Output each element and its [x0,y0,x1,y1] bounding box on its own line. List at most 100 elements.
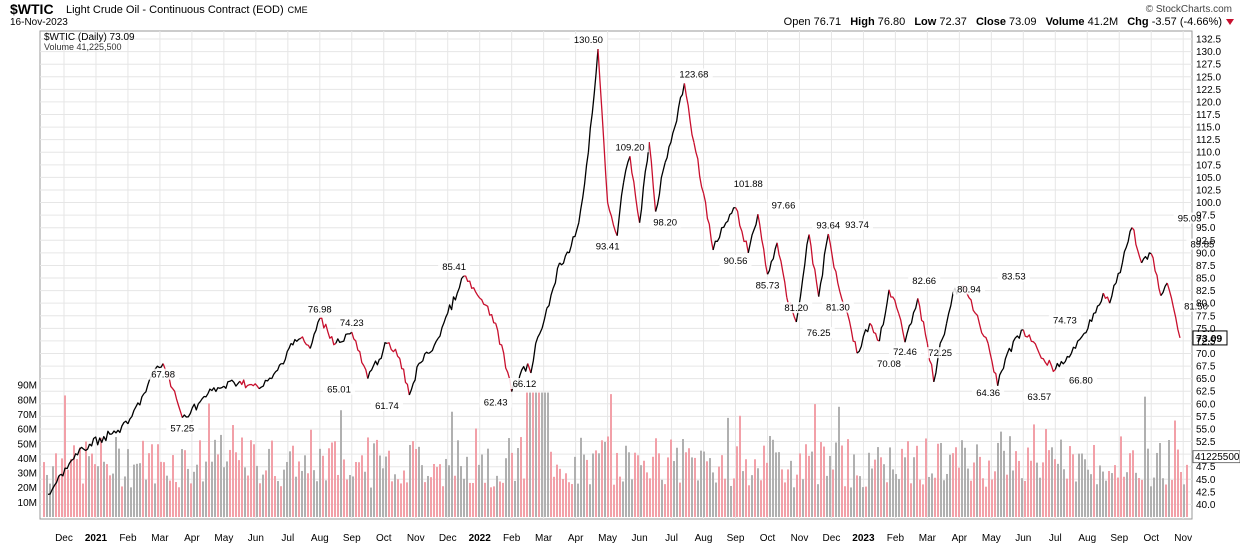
volume-bar [187,468,189,517]
volume-bar [436,466,438,517]
time-tick-label: Nov [407,533,425,544]
volume-bar [640,465,642,517]
price-segment [776,242,788,298]
volume-bar [223,467,225,517]
volume-bar [49,483,51,517]
volume-bar [454,475,456,517]
volume-bar [169,480,171,517]
time-tick-label: Aug [695,533,713,544]
price-segment [888,289,900,314]
volume-bars [43,392,1188,517]
price-tick-label: 55.0 [1196,424,1216,435]
volume-bar [160,461,162,517]
volume-bar [655,438,657,517]
volume-bar [805,444,807,517]
volume-bar [562,479,564,517]
volume-bar [727,417,729,517]
volume-bar [571,484,573,517]
volume-bar [613,484,615,517]
volume-tick-label: 60M [18,425,37,436]
volume-bar [835,442,837,517]
volume-bar [1132,450,1134,517]
price-segment [878,289,890,342]
price-segment [1141,252,1152,264]
price-segment [1172,308,1181,339]
volume-bar [838,406,840,517]
time-axis: Dec 2021 Feb Mar Apr May Jun Jul Aug Sep Oct Nov Dec… [55,533,1192,544]
volume-bar [631,479,633,517]
volume-tick-label: 10M [18,498,37,509]
price-annotation: 85.41 [442,262,466,273]
price-tick-label: 120.0 [1196,97,1221,108]
volume-bar [157,444,159,517]
volume-bar [409,444,411,517]
price-tick-label: 105.0 [1196,173,1221,184]
volume-bar [340,410,342,517]
volume-bar [406,482,408,517]
volume-bar [466,456,468,517]
price-annotation: 61.74 [375,401,399,412]
price-tick-label: 117.5 [1196,110,1221,121]
annotation-bg [1048,314,1081,326]
volume-bar [688,448,690,517]
price-segment [622,156,631,183]
time-tick-label: Oct [760,533,776,544]
price-annotation: 76.98 [308,304,332,315]
time-tick-label: Apr [184,533,200,544]
time-tick-label: Feb [887,533,905,544]
price-annotation: 82.66 [912,276,936,287]
volume-bar [1102,471,1104,517]
volume-bar [997,442,999,517]
volume-bar [994,471,996,517]
price-tick-label: 85.0 [1196,274,1216,285]
volume-bar [244,467,246,517]
price-segment [1121,227,1133,264]
volume-bar [112,473,114,517]
symbol: $WTIC [10,1,54,17]
volume-bar [163,462,165,517]
price-annotation: 72.46 [893,347,917,358]
volume-bar [643,460,645,517]
price-segment [683,83,695,143]
volume-bar [565,473,567,517]
volume-bar [841,445,843,517]
volume-bar [796,474,798,517]
price-annotation: 74.73 [1053,316,1077,327]
price-segment [428,338,439,355]
volume-bar [514,480,516,517]
price-tick-label: 47.5 [1196,462,1216,473]
time-tick-label: Aug [311,533,329,544]
volume-bar [784,482,786,517]
volume-bar [1045,428,1047,517]
volume-bar [541,392,543,517]
annotation-bg [924,347,957,359]
volume-bar [337,474,339,517]
volume-tick-label: 90M [18,381,37,392]
volume-bar [961,440,963,517]
volume-bar [673,461,675,517]
volume-bar [988,460,990,517]
volume-bar [67,469,69,517]
price-segment [463,275,481,299]
volume-bar [430,477,432,517]
volume-bar [1069,446,1071,517]
annotation-bg [569,34,608,46]
volume-bar [892,469,894,517]
price-segment [747,214,759,254]
volume-bar [832,469,834,517]
legend-volume: Volume 41,225,500 [44,42,122,52]
volume-bar [883,464,885,517]
volume-bar [523,478,525,517]
price-segment [546,287,554,309]
volume-bar [250,440,252,517]
volume-bar [1186,464,1188,517]
volume-bar [352,476,354,517]
volume-bar [1114,465,1116,517]
price-segment [917,298,929,344]
volume-tick-label: 80M [18,395,37,406]
volume-bar [346,479,348,517]
chg-label: Chg [1127,16,1149,28]
volume-bar [775,452,777,517]
volume-bar [886,482,888,517]
volume-bar [1174,420,1176,517]
